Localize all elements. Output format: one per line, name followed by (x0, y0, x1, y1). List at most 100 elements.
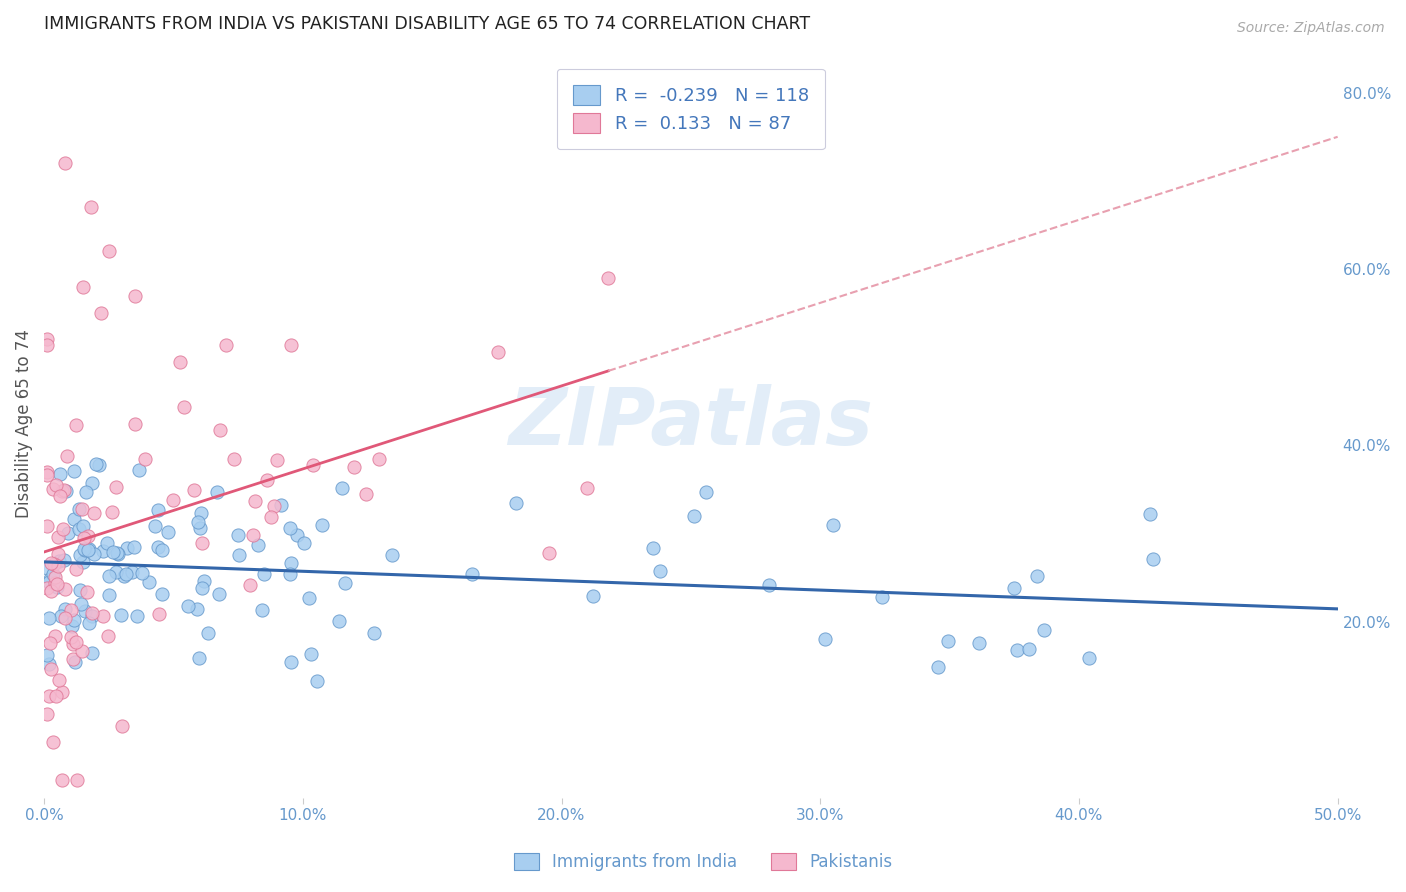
Point (967, 636, 990, 650)
Point (39, 584, 62, 599)
Point (41, 556, 63, 570)
Point (38, 611, 60, 625)
Point (927, 660, 949, 674)
Point (285, 528, 308, 542)
Point (44, 629, 66, 643)
Point (124, 417, 146, 431)
Point (87, 458, 110, 472)
Point (72, 644, 94, 658)
Point (242, 528, 264, 542)
Point (91, 608, 114, 623)
Point (35, 518, 58, 533)
Point (280, 556, 302, 570)
Point (63, 613, 86, 627)
Point (45, 689, 67, 703)
Point (156, 524, 179, 539)
Point (38, 657, 60, 672)
Point (270, 498, 292, 512)
Point (758, 578, 780, 592)
Point (80, 646, 103, 660)
Point (1002, 582, 1025, 596)
Point (311, 517, 333, 532)
Point (104, 480, 127, 494)
Point (35, 582, 58, 596)
Point (575, 481, 598, 495)
Point (96, 536, 118, 550)
Point (60, 630, 83, 644)
Point (51, 483, 73, 498)
Point (73, 531, 96, 545)
Point (66, 773, 89, 788)
Point (107, 547, 129, 561)
Point (115, 566, 138, 581)
Point (505, 496, 527, 510)
Point (77, 615, 100, 630)
Point (72, 555, 94, 569)
Point (173, 400, 195, 414)
Point (62, 652, 84, 666)
Point (35, 337, 58, 351)
Point (183, 483, 205, 497)
Point (814, 632, 837, 647)
Point (97, 589, 120, 603)
Point (72, 279, 94, 293)
Point (35, 561, 58, 575)
Y-axis label: Disability Age 65 to 74: Disability Age 65 to 74 (15, 329, 32, 517)
Point (148, 607, 170, 621)
Point (69, 582, 91, 597)
Point (1007, 642, 1029, 657)
Point (53, 611, 76, 625)
Point (105, 546, 128, 560)
Point (97, 244, 120, 259)
Point (301, 458, 323, 472)
Point (45, 478, 67, 492)
Point (42, 566, 65, 581)
Point (63, 512, 86, 526)
Point (39, 662, 62, 676)
Point (72, 501, 94, 516)
Point (62, 464, 84, 478)
Point (70, 598, 93, 612)
Point (131, 566, 153, 580)
Point (538, 546, 561, 560)
Point (65, 562, 87, 576)
Point (239, 578, 262, 592)
Point (145, 519, 167, 533)
Point (333, 576, 356, 591)
Point (46, 547, 69, 561)
Point (150, 587, 173, 601)
Point (650, 564, 672, 578)
Point (193, 574, 215, 588)
Point (80, 475, 103, 490)
Point (53, 582, 76, 597)
Point (870, 590, 893, 604)
Point (73, 543, 96, 558)
Point (65, 417, 87, 432)
Point (75, 484, 97, 499)
Point (103, 545, 125, 559)
Point (177, 599, 200, 614)
Point (79, 200, 101, 214)
Point (1078, 650, 1101, 665)
Point (1033, 623, 1056, 637)
Point (124, 289, 146, 303)
Point (110, 607, 132, 622)
Point (69, 548, 91, 562)
Point (228, 548, 250, 562)
Point (84, 457, 107, 471)
Point (190, 506, 212, 520)
Point (35, 707, 58, 722)
Point (90, 306, 112, 320)
Text: ZIPatlas: ZIPatlas (509, 384, 873, 462)
Point (243, 493, 266, 508)
Point (263, 500, 285, 514)
Point (67, 523, 90, 537)
Point (146, 502, 169, 516)
Point (97, 629, 120, 643)
Point (44, 570, 66, 584)
Point (260, 509, 283, 524)
Point (683, 509, 706, 524)
Point (190, 581, 212, 595)
Point (46, 558, 69, 573)
Point (821, 517, 844, 532)
